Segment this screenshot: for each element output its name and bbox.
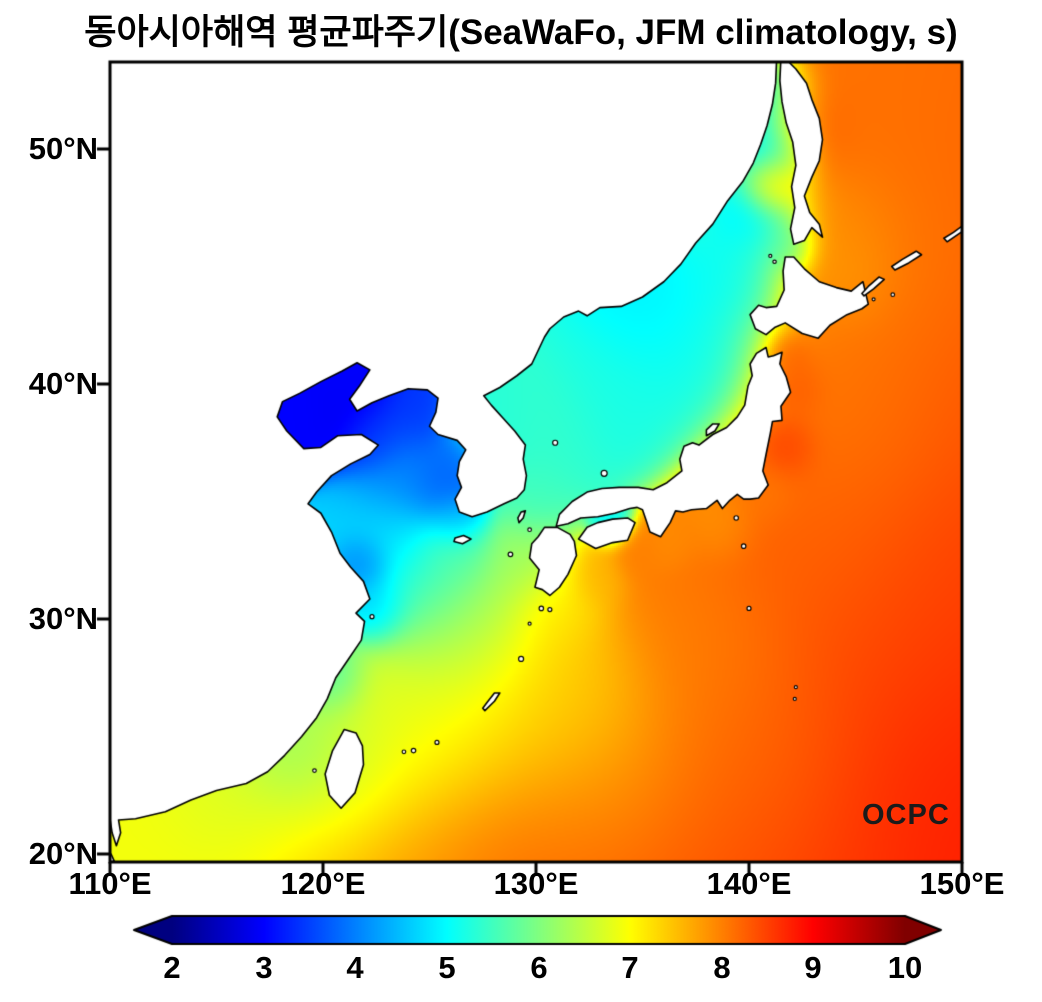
y-tick-label: 50°N: [28, 131, 98, 166]
colorbar-tick-label: 9: [804, 950, 822, 985]
x-tick-label: 120°E: [280, 866, 366, 901]
ocpc-logo: OCPC: [862, 799, 950, 831]
colorbar-tick-label: 2: [163, 950, 181, 985]
x-tick-label: 110°E: [68, 866, 152, 901]
colorbar-tick-label: 8: [713, 950, 731, 985]
figure-title: 동아시아해역 평균파주기(SeaWaFo, JFM climatology, s…: [84, 13, 958, 52]
colorbar-tick-label: 6: [530, 950, 548, 985]
colorbar-tick-label: 7: [621, 950, 639, 985]
colorbar-tick-label: 3: [255, 950, 273, 985]
x-tick-label: 150°E: [919, 866, 1005, 901]
colorbar-tick-label: 5: [438, 950, 456, 985]
y-tick-label: 40°N: [28, 366, 98, 401]
y-tick-label: 30°N: [28, 601, 98, 636]
colorbar-tick-label: 10: [887, 950, 923, 985]
x-tick-label: 140°E: [706, 866, 792, 901]
colorbar-tick-label: 4: [346, 950, 364, 985]
y-tick-label: 20°N: [28, 836, 98, 871]
x-tick-label: 130°E: [493, 866, 579, 901]
